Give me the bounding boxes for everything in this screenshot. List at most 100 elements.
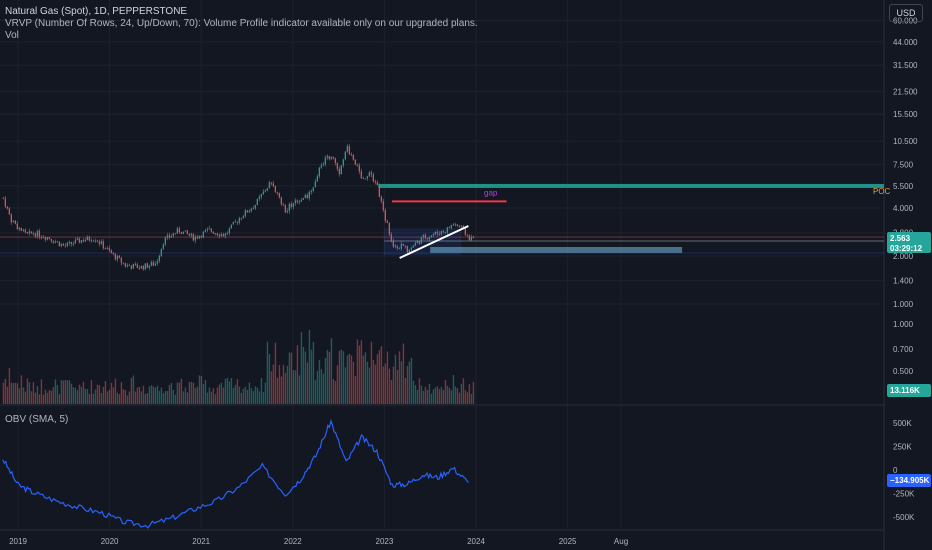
volume-bar — [84, 388, 87, 404]
symbol-legend[interactable]: Natural Gas (Spot), 1D, PEPPERSTONE — [5, 6, 188, 17]
candle-body — [220, 234, 222, 237]
volume-bar — [30, 391, 33, 404]
candle-body — [272, 183, 274, 186]
volume-tick-label: 0.700 — [893, 345, 914, 354]
candle-body — [266, 188, 268, 191]
volume-bar — [202, 383, 205, 404]
volume-bar — [278, 365, 281, 404]
candles — [2, 143, 474, 271]
candle-body — [362, 178, 364, 179]
obv-legend[interactable]: OBV (SMA, 5) — [5, 414, 69, 425]
volume-bar — [440, 386, 443, 404]
candle-body — [146, 263, 148, 268]
candle-body — [286, 210, 288, 213]
candle-body — [34, 233, 36, 237]
obv-tick-label: 0 — [893, 466, 898, 475]
candle-body — [396, 245, 398, 248]
volume-bar — [470, 394, 473, 404]
candle-body — [90, 240, 92, 242]
candle-body — [268, 182, 270, 189]
volume-bar — [234, 384, 237, 404]
candle-body — [388, 222, 390, 235]
price-tick-label: 7.500 — [893, 160, 914, 169]
volume-bar — [28, 382, 31, 404]
candle-body — [140, 265, 142, 269]
volume-bar — [128, 391, 131, 404]
price-tick-label: 60.000 — [893, 16, 918, 25]
candle-body — [380, 196, 382, 202]
volume-bar — [116, 392, 119, 404]
volume-bar — [210, 391, 213, 404]
candle-body — [46, 237, 48, 240]
candle-body — [418, 240, 420, 244]
volume-bar — [460, 383, 463, 404]
volume-bar — [192, 382, 195, 404]
volume-bar — [198, 375, 201, 404]
candle-body — [222, 234, 224, 237]
volume-bar — [20, 375, 23, 404]
candle-body — [426, 238, 428, 240]
candle-body — [472, 237, 474, 239]
candle-body — [188, 233, 190, 236]
volume-bar — [280, 376, 283, 404]
volume-bar — [232, 387, 235, 404]
volume-bar — [248, 382, 251, 404]
volume-bar — [330, 338, 333, 404]
volume-bar — [322, 373, 325, 404]
volume-bar — [398, 351, 401, 404]
candle-body — [422, 235, 424, 238]
volume-bar — [22, 387, 25, 404]
candle-body — [294, 200, 296, 204]
candle-body — [92, 240, 94, 242]
candle-body — [304, 194, 306, 198]
candle-body — [150, 262, 152, 266]
volume-bar — [80, 386, 83, 404]
candle-body — [238, 218, 240, 223]
x-tick-label: 2022 — [284, 537, 302, 546]
volume-bar — [298, 375, 301, 404]
candle-body — [326, 156, 328, 158]
volume-bar — [252, 391, 255, 404]
candle-body — [148, 265, 150, 268]
volume-bar — [94, 389, 97, 404]
candle-body — [440, 231, 442, 235]
volume-bar — [152, 386, 155, 404]
candle-body — [298, 201, 300, 203]
vrvp-legend[interactable]: VRVP (Number Of Rows, 24, Up/Down, 70): … — [5, 18, 478, 29]
volume-bar — [458, 392, 461, 404]
candle-body — [208, 228, 210, 230]
x-tick-label: 2020 — [101, 537, 119, 546]
volume-bar — [24, 391, 27, 404]
volume-bar — [376, 354, 379, 404]
volume-bar — [396, 370, 399, 404]
volume-bar — [268, 353, 271, 404]
volume-bar — [450, 390, 453, 404]
candle-body — [444, 232, 446, 233]
price-tick-label: 21.500 — [893, 88, 918, 97]
vol-legend[interactable]: Vol — [5, 30, 19, 41]
candle-body — [178, 228, 180, 233]
volume-bar — [170, 382, 173, 404]
price-tick-label: 15.500 — [893, 110, 918, 119]
x-tick-label: 2019 — [9, 537, 27, 546]
volume-bar — [472, 381, 475, 404]
volume-bar — [90, 380, 93, 404]
volume-bar — [358, 345, 361, 404]
candle-body — [434, 231, 436, 235]
candle-body — [354, 159, 356, 165]
candle-body — [164, 237, 166, 245]
candle-body — [324, 157, 326, 165]
volume-bar — [360, 340, 363, 404]
candle-body — [356, 164, 358, 166]
volume-bar — [42, 394, 45, 404]
candle-body — [122, 262, 124, 264]
currency-button[interactable]: USD — [889, 4, 923, 22]
volume-bar — [394, 354, 397, 404]
candle-body — [102, 241, 104, 249]
volume-bar — [160, 387, 163, 404]
volume-bar — [196, 386, 199, 404]
candle-body — [124, 263, 126, 267]
candle-body — [168, 235, 170, 238]
volume-bar — [392, 366, 395, 404]
